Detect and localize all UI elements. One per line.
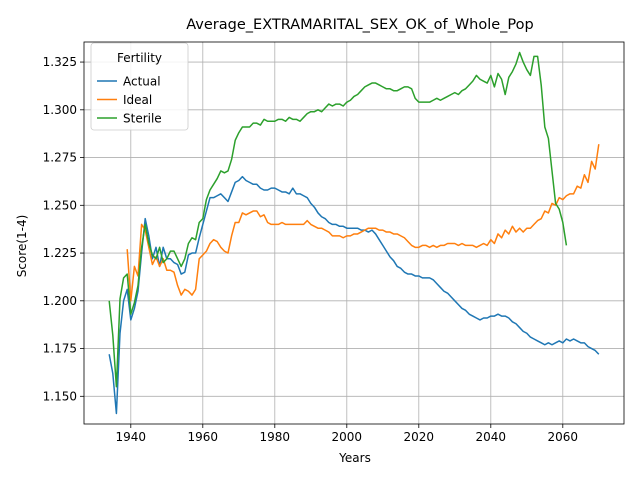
plot-frame xyxy=(83,41,625,425)
y-tick-label: 1.225 xyxy=(43,246,77,260)
series-layer xyxy=(108,51,600,415)
y-tick-label: 1.300 xyxy=(43,103,77,117)
x-tick-label: 1940 xyxy=(116,430,147,444)
legend-label-ideal: Ideal xyxy=(123,93,152,107)
legend-items: Actual Ideal Sterile xyxy=(97,74,162,125)
x-tick-label: 2040 xyxy=(476,430,507,444)
legend-box xyxy=(90,42,189,131)
x-tick-label: 2060 xyxy=(548,430,579,444)
y-tick-label: 1.275 xyxy=(43,151,77,165)
x-tick-label: 2020 xyxy=(404,430,435,444)
x-axis: 1940 1960 1980 2000 2020 2040 2060 xyxy=(116,424,579,444)
series-line-ideal xyxy=(126,144,600,302)
chart-title: Average_EXTRAMARITAL_SEX_OK_of_Whole_Pop xyxy=(186,17,534,33)
y-tick-label: 1.150 xyxy=(43,389,77,403)
y-axis-title: Score(1-4) xyxy=(15,215,29,278)
y-axis: 1.150 1.175 1.200 1.225 1.250 1.275 1.300 1.325 xyxy=(43,55,84,403)
x-tick-label: 1980 xyxy=(260,430,291,444)
legend: Fertility Actual Ideal Sterile xyxy=(90,42,189,131)
y-tick-label: 1.175 xyxy=(43,342,77,356)
x-tick-label: 2000 xyxy=(332,430,363,444)
grid xyxy=(84,42,624,424)
legend-title: Fertility xyxy=(117,51,162,65)
series-line-actual xyxy=(108,175,600,415)
y-tick-label: 1.250 xyxy=(43,198,77,212)
x-axis-title: Years xyxy=(338,451,371,465)
x-tick-label: 1960 xyxy=(188,430,219,444)
y-tick-label: 1.325 xyxy=(43,55,77,69)
legend-label-sterile: Sterile xyxy=(123,111,162,125)
y-tick-label: 1.200 xyxy=(43,294,77,308)
series-line-sterile xyxy=(108,51,568,388)
legend-label-actual: Actual xyxy=(123,74,161,88)
